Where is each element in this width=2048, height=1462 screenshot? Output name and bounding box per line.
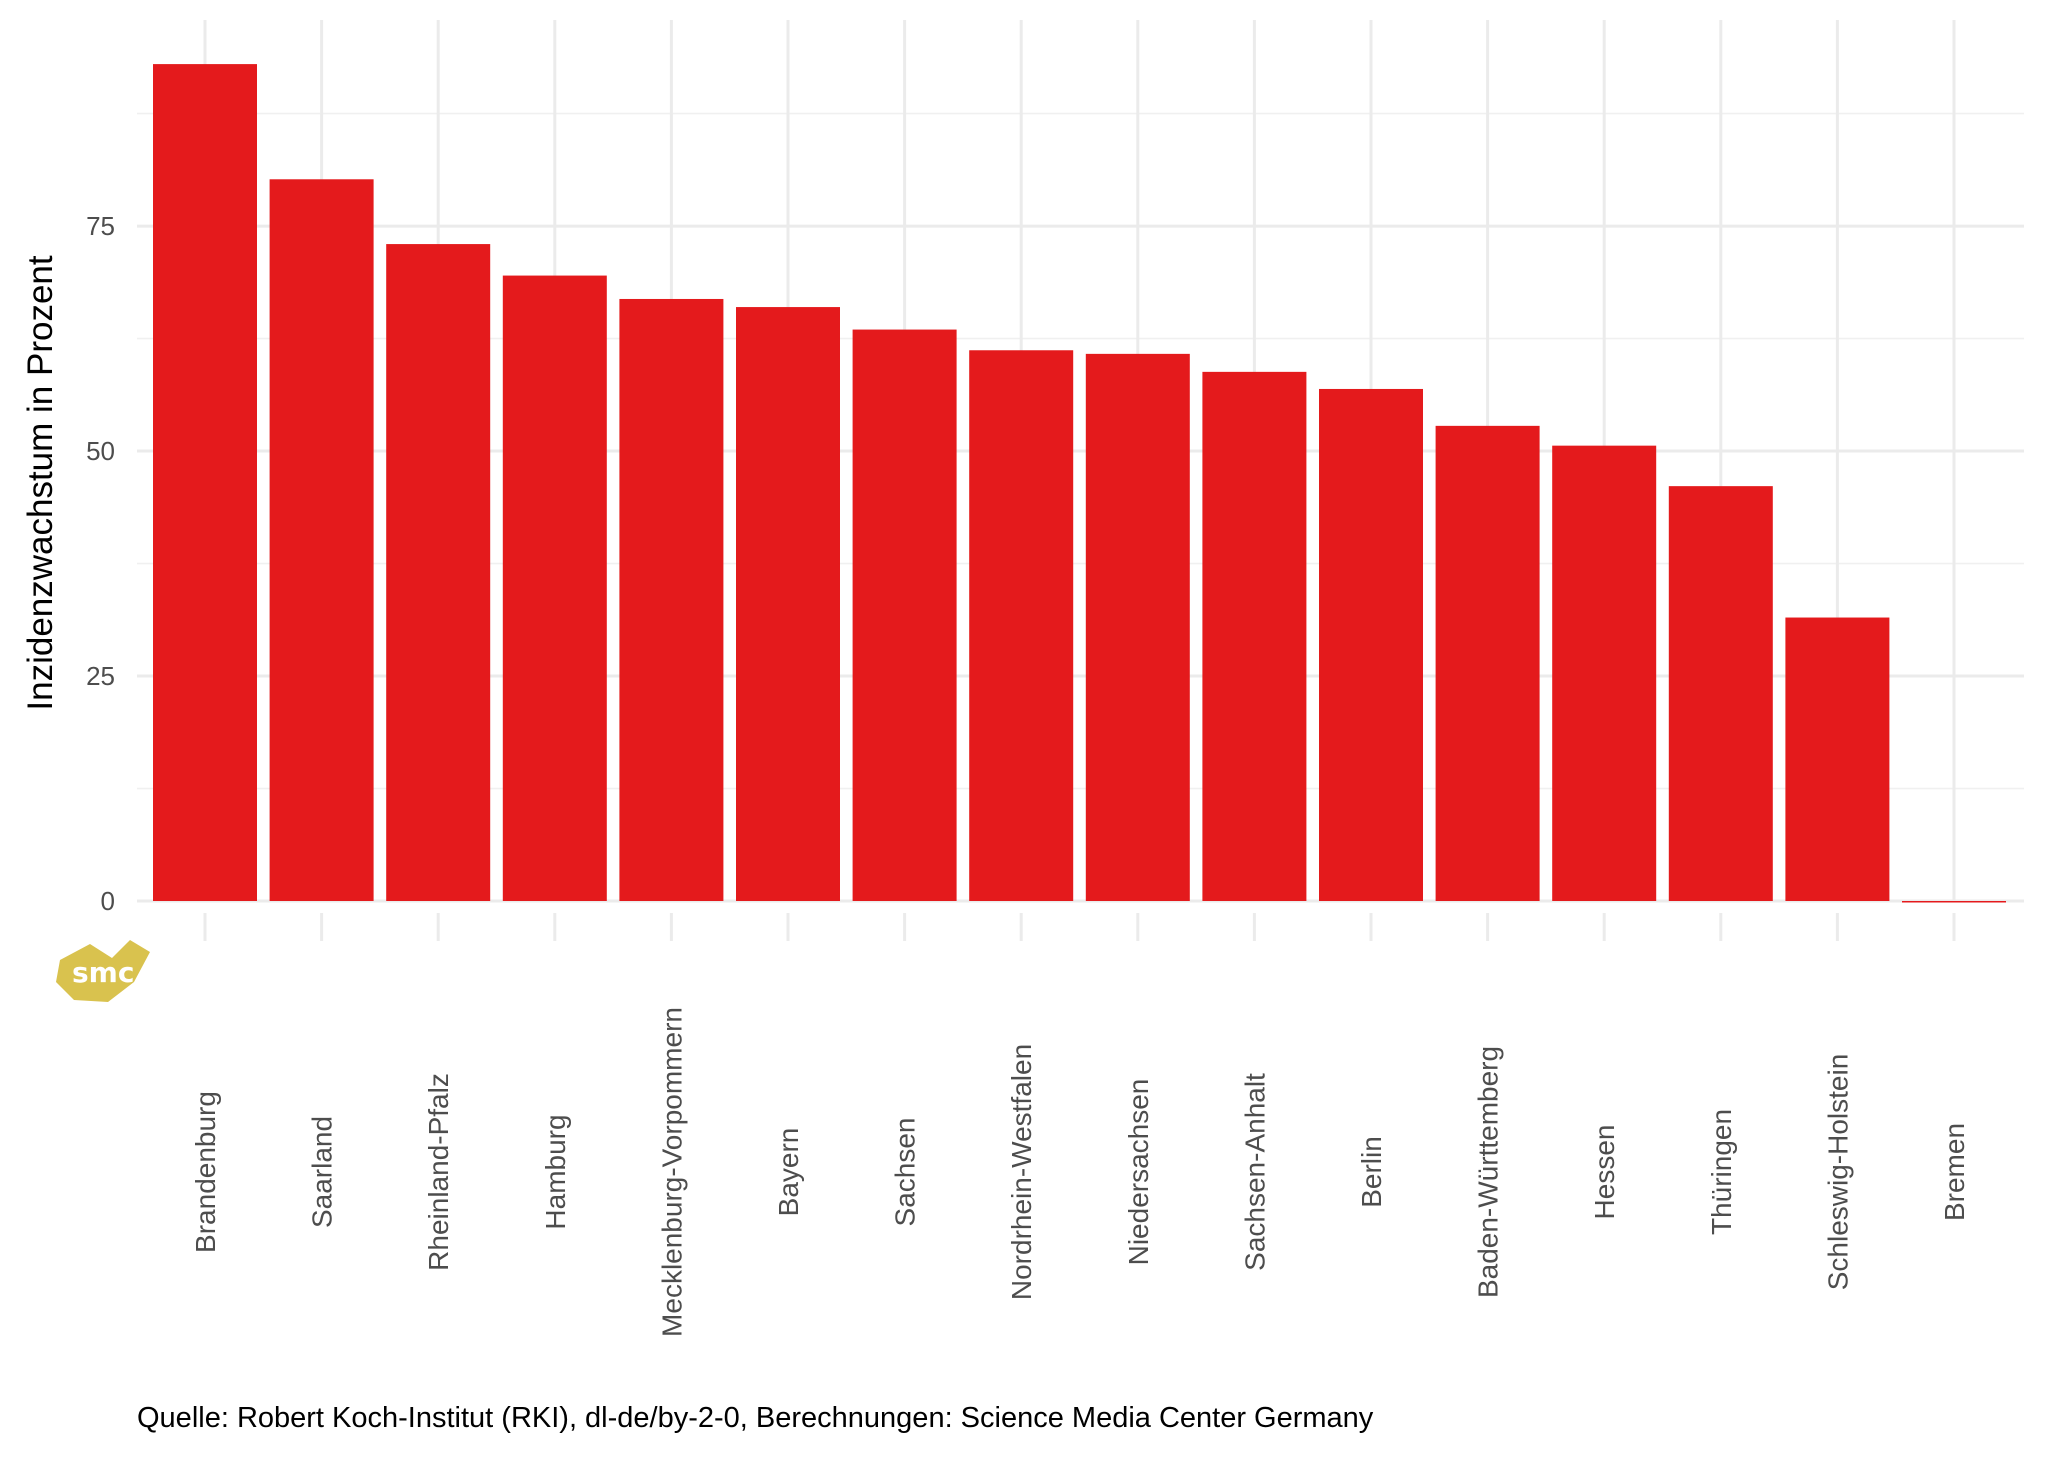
x-tick-label: Baden-Württemberg <box>1473 1046 1504 1298</box>
bar <box>1202 371 1307 901</box>
bar <box>386 244 491 901</box>
y-axis-ticks: 0 25 50 75 <box>86 211 115 916</box>
y-axis-title: Inzidenzwachstum in Prozent <box>21 255 60 710</box>
x-axis-ticks: Brandenburg Saarland Rheinland-Pfalz Hambur… <box>190 1007 1970 1337</box>
bar <box>269 179 374 901</box>
x-tick-label: Rheinland-Pfalz <box>423 1073 454 1271</box>
y-tick-label: 50 <box>86 436 115 466</box>
logo-text: smc <box>72 956 134 989</box>
x-tick-label: Nordrhein-Westfalen <box>1006 1044 1037 1300</box>
caption: Quelle: Robert Koch-Institut (RKI), dl-d… <box>137 1402 1374 1434</box>
y-tick-label: 0 <box>101 886 115 916</box>
smc-logo: smc <box>56 940 150 1002</box>
bar <box>1319 388 1423 901</box>
bar <box>153 64 257 902</box>
x-tick-label: Bayern <box>773 1128 804 1217</box>
bar <box>969 350 1074 901</box>
bars <box>153 64 2006 903</box>
bar <box>1552 445 1657 901</box>
y-tick-label: 25 <box>86 661 115 691</box>
x-tick-label: Niedersachsen <box>1123 1079 1154 1266</box>
x-tick-label: Berlin <box>1356 1136 1387 1208</box>
x-tick-label: Bremen <box>1939 1123 1970 1221</box>
x-tick-label: Mecklenburg-Vorpommern <box>656 1007 687 1337</box>
bar <box>1668 486 1773 901</box>
y-tick-label: 75 <box>86 211 115 241</box>
bar <box>1785 617 1890 901</box>
x-tick-label: Saarland <box>307 1116 338 1228</box>
x-tick-label: Sachsen-Anhalt <box>1239 1073 1270 1271</box>
x-tick-label: Brandenburg <box>190 1091 221 1253</box>
bar <box>619 298 724 901</box>
x-tick-label: Sachsen <box>890 1118 921 1227</box>
x-tick-label: Schleswig-Holstein <box>1822 1054 1853 1291</box>
x-tick-label: Thüringen <box>1706 1109 1737 1235</box>
bar <box>1902 901 2006 903</box>
bar <box>852 329 957 902</box>
logo-shape <box>56 940 150 1002</box>
bar <box>502 275 607 901</box>
x-tick-label: Hessen <box>1589 1125 1620 1220</box>
x-tick-label: Hamburg <box>540 1114 571 1229</box>
bar <box>1085 353 1190 902</box>
bar <box>736 307 840 902</box>
bar <box>1435 425 1540 901</box>
